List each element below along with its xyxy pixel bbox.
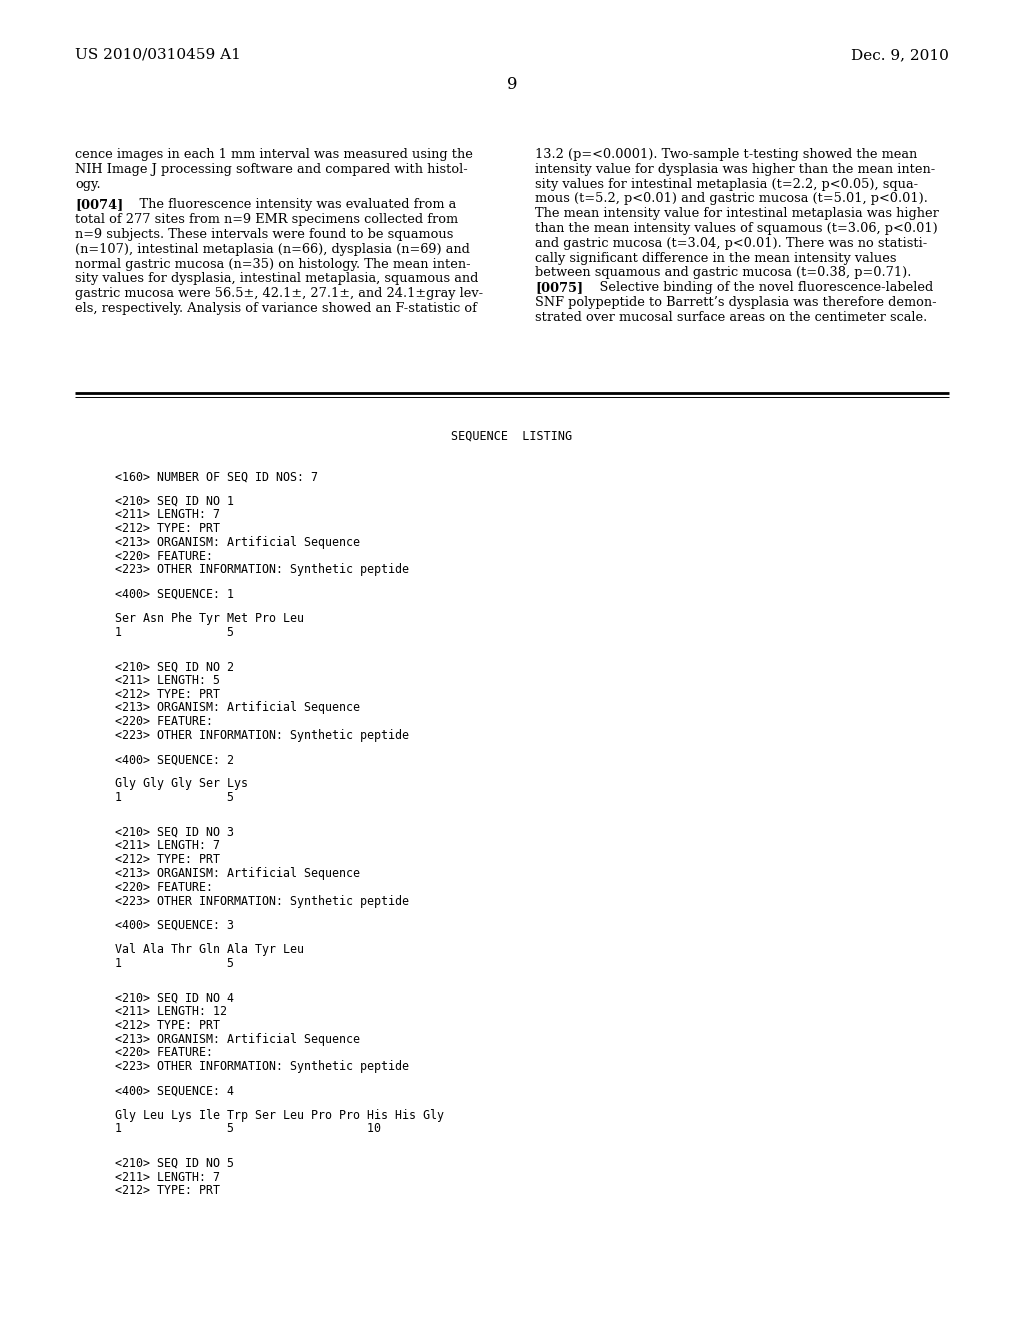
Text: normal gastric mucosa (n=35) on histology. The mean inten-: normal gastric mucosa (n=35) on histolog… <box>75 257 471 271</box>
Text: <213> ORGANISM: Artificial Sequence: <213> ORGANISM: Artificial Sequence <box>115 701 360 714</box>
Text: <212> TYPE: PRT: <212> TYPE: PRT <box>115 688 220 701</box>
Text: intensity value for dysplasia was higher than the mean inten-: intensity value for dysplasia was higher… <box>535 162 935 176</box>
Text: between squamous and gastric mucosa (t=0.38, p=0.71).: between squamous and gastric mucosa (t=0… <box>535 267 911 280</box>
Text: SEQUENCE  LISTING: SEQUENCE LISTING <box>452 430 572 444</box>
Text: Dec. 9, 2010: Dec. 9, 2010 <box>851 48 949 62</box>
Text: Selective binding of the novel fluorescence-labeled: Selective binding of the novel fluoresce… <box>583 281 933 294</box>
Text: <212> TYPE: PRT: <212> TYPE: PRT <box>115 523 220 535</box>
Text: NIH Image J processing software and compared with histol-: NIH Image J processing software and comp… <box>75 162 468 176</box>
Text: Gly Leu Lys Ile Trp Ser Leu Pro Pro His His Gly: Gly Leu Lys Ile Trp Ser Leu Pro Pro His … <box>115 1109 444 1122</box>
Text: cally significant difference in the mean intensity values: cally significant difference in the mean… <box>535 252 896 264</box>
Text: SNF polypeptide to Barrett’s dysplasia was therefore demon-: SNF polypeptide to Barrett’s dysplasia w… <box>535 296 937 309</box>
Text: <223> OTHER INFORMATION: Synthetic peptide: <223> OTHER INFORMATION: Synthetic pepti… <box>115 729 409 742</box>
Text: 1               5: 1 5 <box>115 957 234 970</box>
Text: <211> LENGTH: 12: <211> LENGTH: 12 <box>115 1005 227 1018</box>
Text: 9: 9 <box>507 77 517 92</box>
Text: [0074]: [0074] <box>75 198 123 211</box>
Text: <210> SEQ ID NO 4: <210> SEQ ID NO 4 <box>115 991 234 1005</box>
Text: <223> OTHER INFORMATION: Synthetic peptide: <223> OTHER INFORMATION: Synthetic pepti… <box>115 564 409 577</box>
Text: <211> LENGTH: 7: <211> LENGTH: 7 <box>115 1171 220 1184</box>
Text: <213> ORGANISM: Artificial Sequence: <213> ORGANISM: Artificial Sequence <box>115 867 360 880</box>
Text: <400> SEQUENCE: 1: <400> SEQUENCE: 1 <box>115 587 234 601</box>
Text: sity values for dysplasia, intestinal metaplasia, squamous and: sity values for dysplasia, intestinal me… <box>75 272 478 285</box>
Text: els, respectively. Analysis of variance showed an F-statistic of: els, respectively. Analysis of variance … <box>75 302 477 315</box>
Text: <160> NUMBER OF SEQ ID NOS: 7: <160> NUMBER OF SEQ ID NOS: 7 <box>115 470 318 483</box>
Text: mous (t=5.2, p<0.01) and gastric mucosa (t=5.01, p<0.01).: mous (t=5.2, p<0.01) and gastric mucosa … <box>535 193 928 206</box>
Text: <400> SEQUENCE: 3: <400> SEQUENCE: 3 <box>115 919 234 932</box>
Text: <210> SEQ ID NO 1: <210> SEQ ID NO 1 <box>115 495 234 507</box>
Text: sity values for intestinal metaplasia (t=2.2, p<0.05), squa-: sity values for intestinal metaplasia (t… <box>535 178 919 190</box>
Text: <211> LENGTH: 5: <211> LENGTH: 5 <box>115 675 220 686</box>
Text: The fluorescence intensity was evaluated from a: The fluorescence intensity was evaluated… <box>123 198 457 211</box>
Text: The mean intensity value for intestinal metaplasia was higher: The mean intensity value for intestinal … <box>535 207 939 220</box>
Text: US 2010/0310459 A1: US 2010/0310459 A1 <box>75 48 241 62</box>
Text: 13.2 (p=<0.0001). Two-sample t-testing showed the mean: 13.2 (p=<0.0001). Two-sample t-testing s… <box>535 148 918 161</box>
Text: <400> SEQUENCE: 2: <400> SEQUENCE: 2 <box>115 754 234 766</box>
Text: 1               5: 1 5 <box>115 626 234 639</box>
Text: and gastric mucosa (t=3.04, p<0.01). There was no statisti-: and gastric mucosa (t=3.04, p<0.01). The… <box>535 236 928 249</box>
Text: <210> SEQ ID NO 5: <210> SEQ ID NO 5 <box>115 1156 234 1170</box>
Text: (n=107), intestinal metaplasia (n=66), dysplasia (n=69) and: (n=107), intestinal metaplasia (n=66), d… <box>75 243 470 256</box>
Text: <213> ORGANISM: Artificial Sequence: <213> ORGANISM: Artificial Sequence <box>115 536 360 549</box>
Text: Ser Asn Phe Tyr Met Pro Leu: Ser Asn Phe Tyr Met Pro Leu <box>115 611 304 624</box>
Text: [0075]: [0075] <box>535 281 583 294</box>
Text: <223> OTHER INFORMATION: Synthetic peptide: <223> OTHER INFORMATION: Synthetic pepti… <box>115 1060 409 1073</box>
Text: <220> FEATURE:: <220> FEATURE: <box>115 1047 213 1060</box>
Text: <220> FEATURE:: <220> FEATURE: <box>115 715 213 729</box>
Text: total of 277 sites from n=9 EMR specimens collected from: total of 277 sites from n=9 EMR specimen… <box>75 213 458 226</box>
Text: Gly Gly Gly Ser Lys: Gly Gly Gly Ser Lys <box>115 777 248 791</box>
Text: than the mean intensity values of squamous (t=3.06, p<0.01): than the mean intensity values of squamo… <box>535 222 938 235</box>
Text: <211> LENGTH: 7: <211> LENGTH: 7 <box>115 508 220 521</box>
Text: <210> SEQ ID NO 3: <210> SEQ ID NO 3 <box>115 826 234 838</box>
Text: <210> SEQ ID NO 2: <210> SEQ ID NO 2 <box>115 660 234 673</box>
Text: 1               5                   10: 1 5 10 <box>115 1122 381 1135</box>
Text: cence images in each 1 mm interval was measured using the: cence images in each 1 mm interval was m… <box>75 148 473 161</box>
Text: <213> ORGANISM: Artificial Sequence: <213> ORGANISM: Artificial Sequence <box>115 1032 360 1045</box>
Text: <223> OTHER INFORMATION: Synthetic peptide: <223> OTHER INFORMATION: Synthetic pepti… <box>115 895 409 908</box>
Text: <220> FEATURE:: <220> FEATURE: <box>115 549 213 562</box>
Text: ogy.: ogy. <box>75 178 100 190</box>
Text: n=9 subjects. These intervals were found to be squamous: n=9 subjects. These intervals were found… <box>75 228 454 242</box>
Text: Val Ala Thr Gln Ala Tyr Leu: Val Ala Thr Gln Ala Tyr Leu <box>115 942 304 956</box>
Text: <400> SEQUENCE: 4: <400> SEQUENCE: 4 <box>115 1085 234 1097</box>
Text: <212> TYPE: PRT: <212> TYPE: PRT <box>115 1184 220 1197</box>
Text: <220> FEATURE:: <220> FEATURE: <box>115 880 213 894</box>
Text: <212> TYPE: PRT: <212> TYPE: PRT <box>115 853 220 866</box>
Text: <211> LENGTH: 7: <211> LENGTH: 7 <box>115 840 220 853</box>
Text: <212> TYPE: PRT: <212> TYPE: PRT <box>115 1019 220 1032</box>
Text: gastric mucosa were 56.5±, 42.1±, 27.1±, and 24.1±gray lev-: gastric mucosa were 56.5±, 42.1±, 27.1±,… <box>75 288 483 300</box>
Text: 1               5: 1 5 <box>115 791 234 804</box>
Text: strated over mucosal surface areas on the centimeter scale.: strated over mucosal surface areas on th… <box>535 310 928 323</box>
